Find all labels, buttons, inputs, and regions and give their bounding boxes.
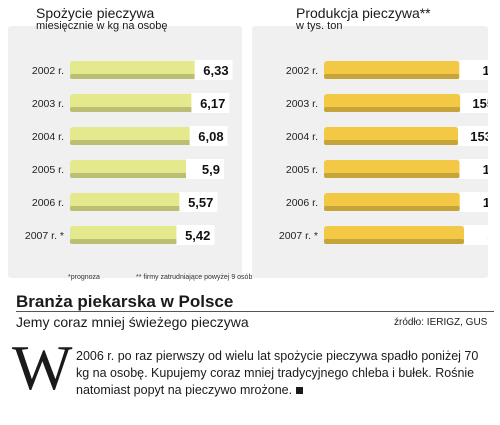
production-bar-5: 2007 r. * 1600 xyxy=(279,225,488,245)
article-subhead: Jemy coraz mniej świeżego pieczywa xyxy=(16,314,249,330)
consumption-bar-5: 2007 r. * 5,42 xyxy=(25,225,215,245)
consumption-value-label-2: 6,08 xyxy=(198,129,223,144)
consumption-value-label-3: 5,9 xyxy=(202,162,220,177)
production-value-box-5 xyxy=(464,225,488,245)
consumption-bar-shade-5 xyxy=(70,239,193,244)
production-bar-shade-4 xyxy=(324,206,460,211)
consumption-category-label-2: 2004 r. xyxy=(32,131,64,143)
production-value-box-1 xyxy=(460,93,488,113)
production-value-box-4 xyxy=(459,192,488,212)
article-lead-text: 2006 r. po raz pierwszy od wielu lat spo… xyxy=(76,349,479,397)
production-bar-chart: 2002 r.15472003 r.1556,42004 r.1532,1200… xyxy=(279,60,488,245)
production-value-label-3: 1549 xyxy=(483,162,488,177)
production-value-label-2: 1532,1 xyxy=(470,129,488,144)
production-bar-4: 2006 r. 1552 xyxy=(286,192,488,212)
production-value-label-0: 1547 xyxy=(482,63,488,78)
production-bar-1: 2003 r. 1556,4 xyxy=(286,93,488,113)
production-value-label-4: 1552 xyxy=(483,195,488,210)
production-bar-shade-5 xyxy=(324,239,464,244)
production-bar-0: 2002 r. 1547 xyxy=(286,60,488,80)
data-source: źródło: IERIGZ, GUS xyxy=(394,317,488,328)
consumption-value-label-4: 5,57 xyxy=(188,195,213,210)
production-bar-shade-3 xyxy=(324,173,460,178)
consumption-value-box-1 xyxy=(191,93,230,113)
consumption-category-label-3: 2005 r. xyxy=(32,164,64,176)
consumption-category-label-1: 2003 r. xyxy=(32,98,64,110)
production-bar-3: 2005 r. 1549 xyxy=(286,159,488,179)
production-category-label-4: 2006 r. xyxy=(286,197,318,209)
consumption-bar-shade-0 xyxy=(70,74,211,79)
consumption-bar-2: 2004 r. 6,08 xyxy=(32,126,228,146)
consumption-bar-0: 2002 r. 6,33 xyxy=(32,60,233,80)
consumption-value-box-3 xyxy=(186,159,224,179)
consumption-bar-shade-2 xyxy=(70,140,206,145)
production-bar-shade-0 xyxy=(324,74,460,79)
production-category-label-3: 2005 r. xyxy=(286,164,318,176)
consumption-bar-1: 2003 r. 6,17 xyxy=(32,93,230,113)
companies-footnote: ** firmy zatrudniające powyżej 9 osób xyxy=(136,274,253,281)
consumption-value-box-0 xyxy=(194,60,233,80)
production-chart-subtitle: w tys. ton xyxy=(296,20,343,32)
production-value-label-5: 1600 xyxy=(487,228,488,243)
production-value-label-1: 1556,4 xyxy=(472,96,488,111)
consumption-value-label-5: 5,42 xyxy=(185,228,210,243)
consumption-category-label-5: 2007 r. * xyxy=(25,230,64,242)
production-value-box-3 xyxy=(459,159,488,179)
end-mark-icon xyxy=(296,387,304,394)
consumption-category-label-0: 2002 r. xyxy=(32,65,64,77)
production-value-box-0 xyxy=(459,60,488,80)
consumption-chart-title: Spożycie pieczywa xyxy=(36,5,155,21)
consumption-category-label-4: 2006 r. xyxy=(32,197,64,209)
consumption-value-label-0: 6,33 xyxy=(203,63,228,78)
consumption-chart-subtitle: miesięcznie w kg na osobę xyxy=(36,20,168,32)
production-bar-shade-1 xyxy=(324,107,461,112)
production-bar-shade-2 xyxy=(324,140,459,145)
drop-cap: W xyxy=(12,332,73,403)
production-category-label-2: 2004 r. xyxy=(286,131,318,143)
production-category-label-5: 2007 r. * xyxy=(279,230,318,242)
consumption-bar-3: 2005 r. 5,9 xyxy=(32,159,224,179)
consumption-bar-shade-3 xyxy=(70,173,202,178)
consumption-bar-shade-1 xyxy=(70,107,208,112)
article-headline: Branża piekarska w Polsce xyxy=(16,292,234,311)
article-lead: 2006 r. po raz pierwszy od wielu lat spo… xyxy=(76,348,486,399)
consumption-value-label-1: 6,17 xyxy=(200,96,225,111)
consumption-bar-4: 2006 r. 5,57 xyxy=(32,192,218,212)
production-value-box-2 xyxy=(458,126,488,146)
consumption-bar-shade-4 xyxy=(70,206,196,211)
consumption-value-box-4 xyxy=(179,192,218,212)
production-category-label-1: 2003 r. xyxy=(286,98,318,110)
production-chart-title: Produkcja pieczywa** xyxy=(296,5,431,21)
production-category-label-0: 2002 r. xyxy=(286,65,318,77)
forecast-footnote: *prognoza xyxy=(68,274,100,281)
production-bar-2: 2004 r. 1532,1 xyxy=(286,126,488,146)
consumption-bar-chart: 2002 r. 6,33 2003 r. 6,17 2004 r. 6,08 2005 r.… xyxy=(25,60,233,245)
consumption-value-box-2 xyxy=(189,126,228,146)
headline-divider xyxy=(16,311,494,312)
consumption-value-box-5 xyxy=(176,225,215,245)
